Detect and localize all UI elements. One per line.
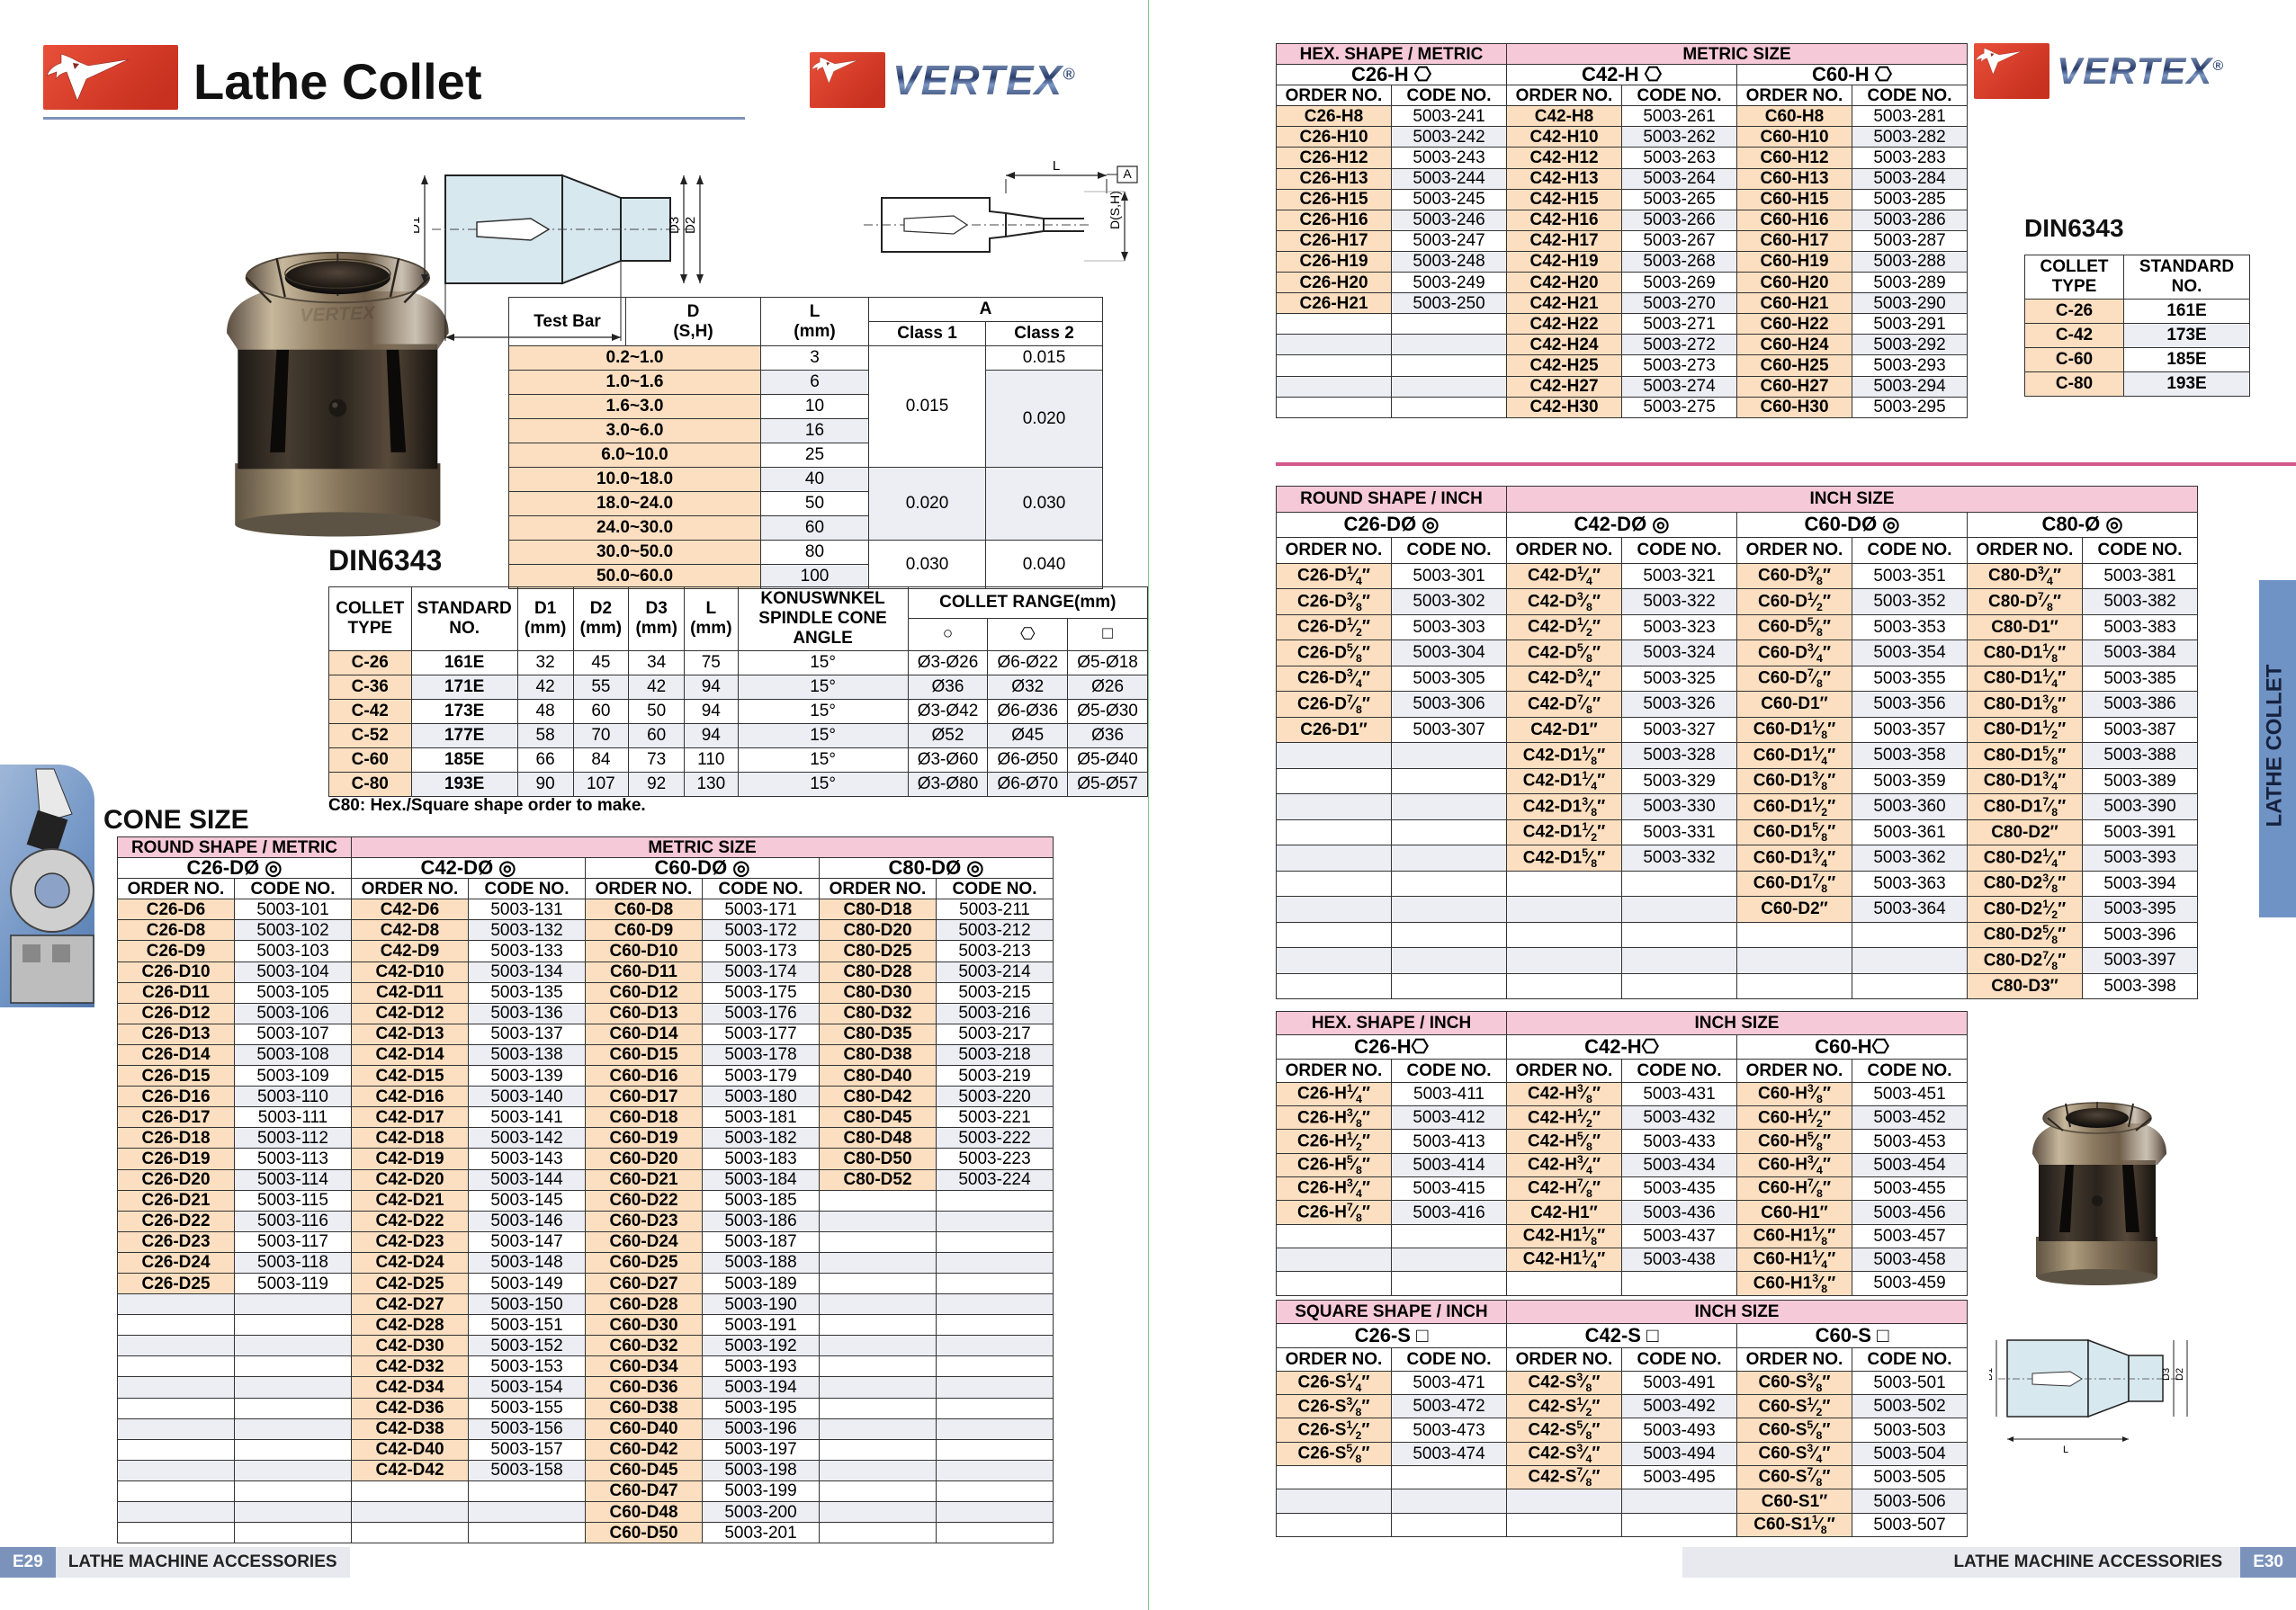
svg-text:L: L xyxy=(1053,158,1060,174)
svg-text:VERTEX: VERTEX xyxy=(300,303,377,326)
svg-text:D3: D3 xyxy=(667,217,682,234)
svg-text:A: A xyxy=(1123,166,1132,181)
svg-text:D1: D1 xyxy=(1989,1368,1995,1381)
svg-text:D2: D2 xyxy=(2175,1368,2185,1381)
svg-text:L: L xyxy=(2063,1445,2068,1455)
svg-text:D(S,H): D(S,H) xyxy=(1108,191,1122,229)
svg-text:D2: D2 xyxy=(683,217,698,234)
svg-text:D3: D3 xyxy=(2161,1368,2172,1381)
svg-text:D1: D1 xyxy=(414,217,423,234)
